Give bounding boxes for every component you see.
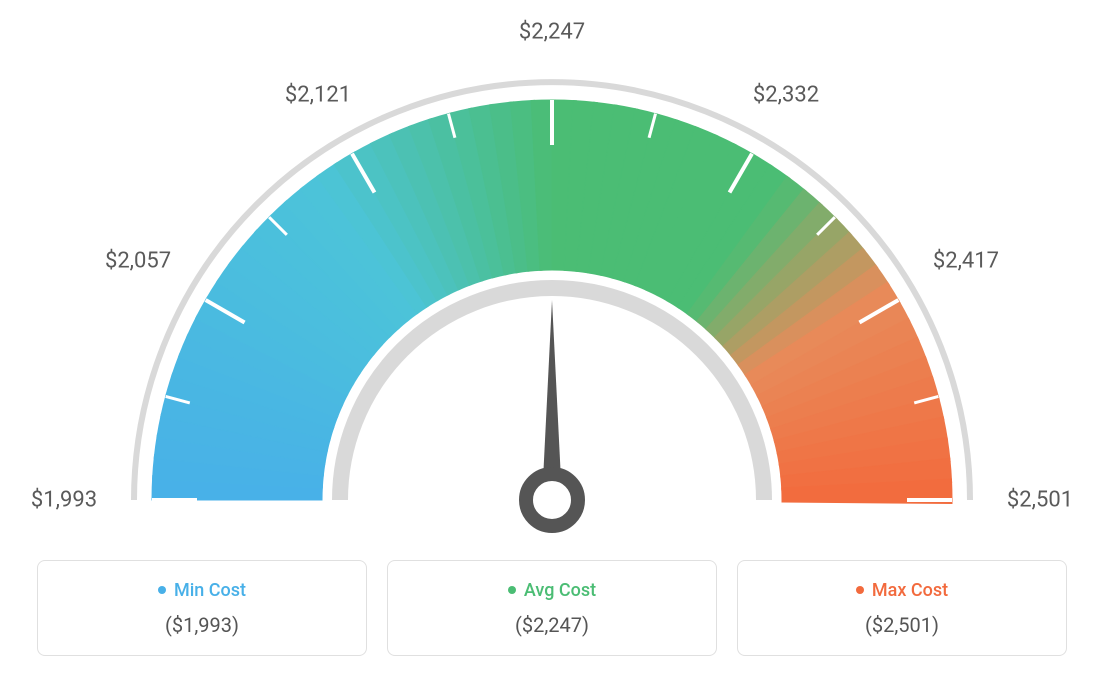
gauge-tick-label: $2,121	[285, 82, 351, 107]
gauge-tick-label: $2,247	[519, 20, 585, 45]
avg-cost-label: Avg Cost	[524, 580, 596, 601]
min-cost-dot	[158, 586, 166, 594]
summary-cards: Min Cost ($1,993) Avg Cost ($2,247) Max …	[0, 560, 1104, 656]
gauge-svg	[0, 0, 1104, 560]
min-cost-value: ($1,993)	[48, 613, 356, 637]
max-cost-label: Max Cost	[872, 580, 948, 601]
gauge-chart: $1,993 $2,057 $2,121 $2,247 $2,332 $2,417 $2,5…	[0, 0, 1104, 560]
max-cost-dot	[856, 586, 864, 594]
avg-cost-card: Avg Cost ($2,247)	[387, 560, 717, 656]
gauge-tick-label: $2,417	[933, 249, 999, 274]
chart-container: $1,993 $2,057 $2,121 $2,247 $2,332 $2,417 $2,5…	[0, 0, 1104, 690]
min-cost-label: Min Cost	[174, 580, 246, 601]
gauge-tick-label: $2,332	[753, 82, 819, 107]
avg-cost-title: Avg Cost	[508, 580, 596, 601]
max-cost-title: Max Cost	[856, 580, 948, 601]
gauge-tick-label: $2,057	[105, 249, 171, 274]
max-cost-value: ($2,501)	[748, 613, 1056, 637]
max-cost-card: Max Cost ($2,501)	[737, 560, 1067, 656]
min-cost-card: Min Cost ($1,993)	[37, 560, 367, 656]
gauge-tick-label: $1,993	[31, 488, 97, 513]
min-cost-title: Min Cost	[158, 580, 246, 601]
avg-cost-value: ($2,247)	[398, 613, 706, 637]
avg-cost-dot	[508, 586, 516, 594]
gauge-tick-label: $2,501	[1007, 488, 1073, 513]
